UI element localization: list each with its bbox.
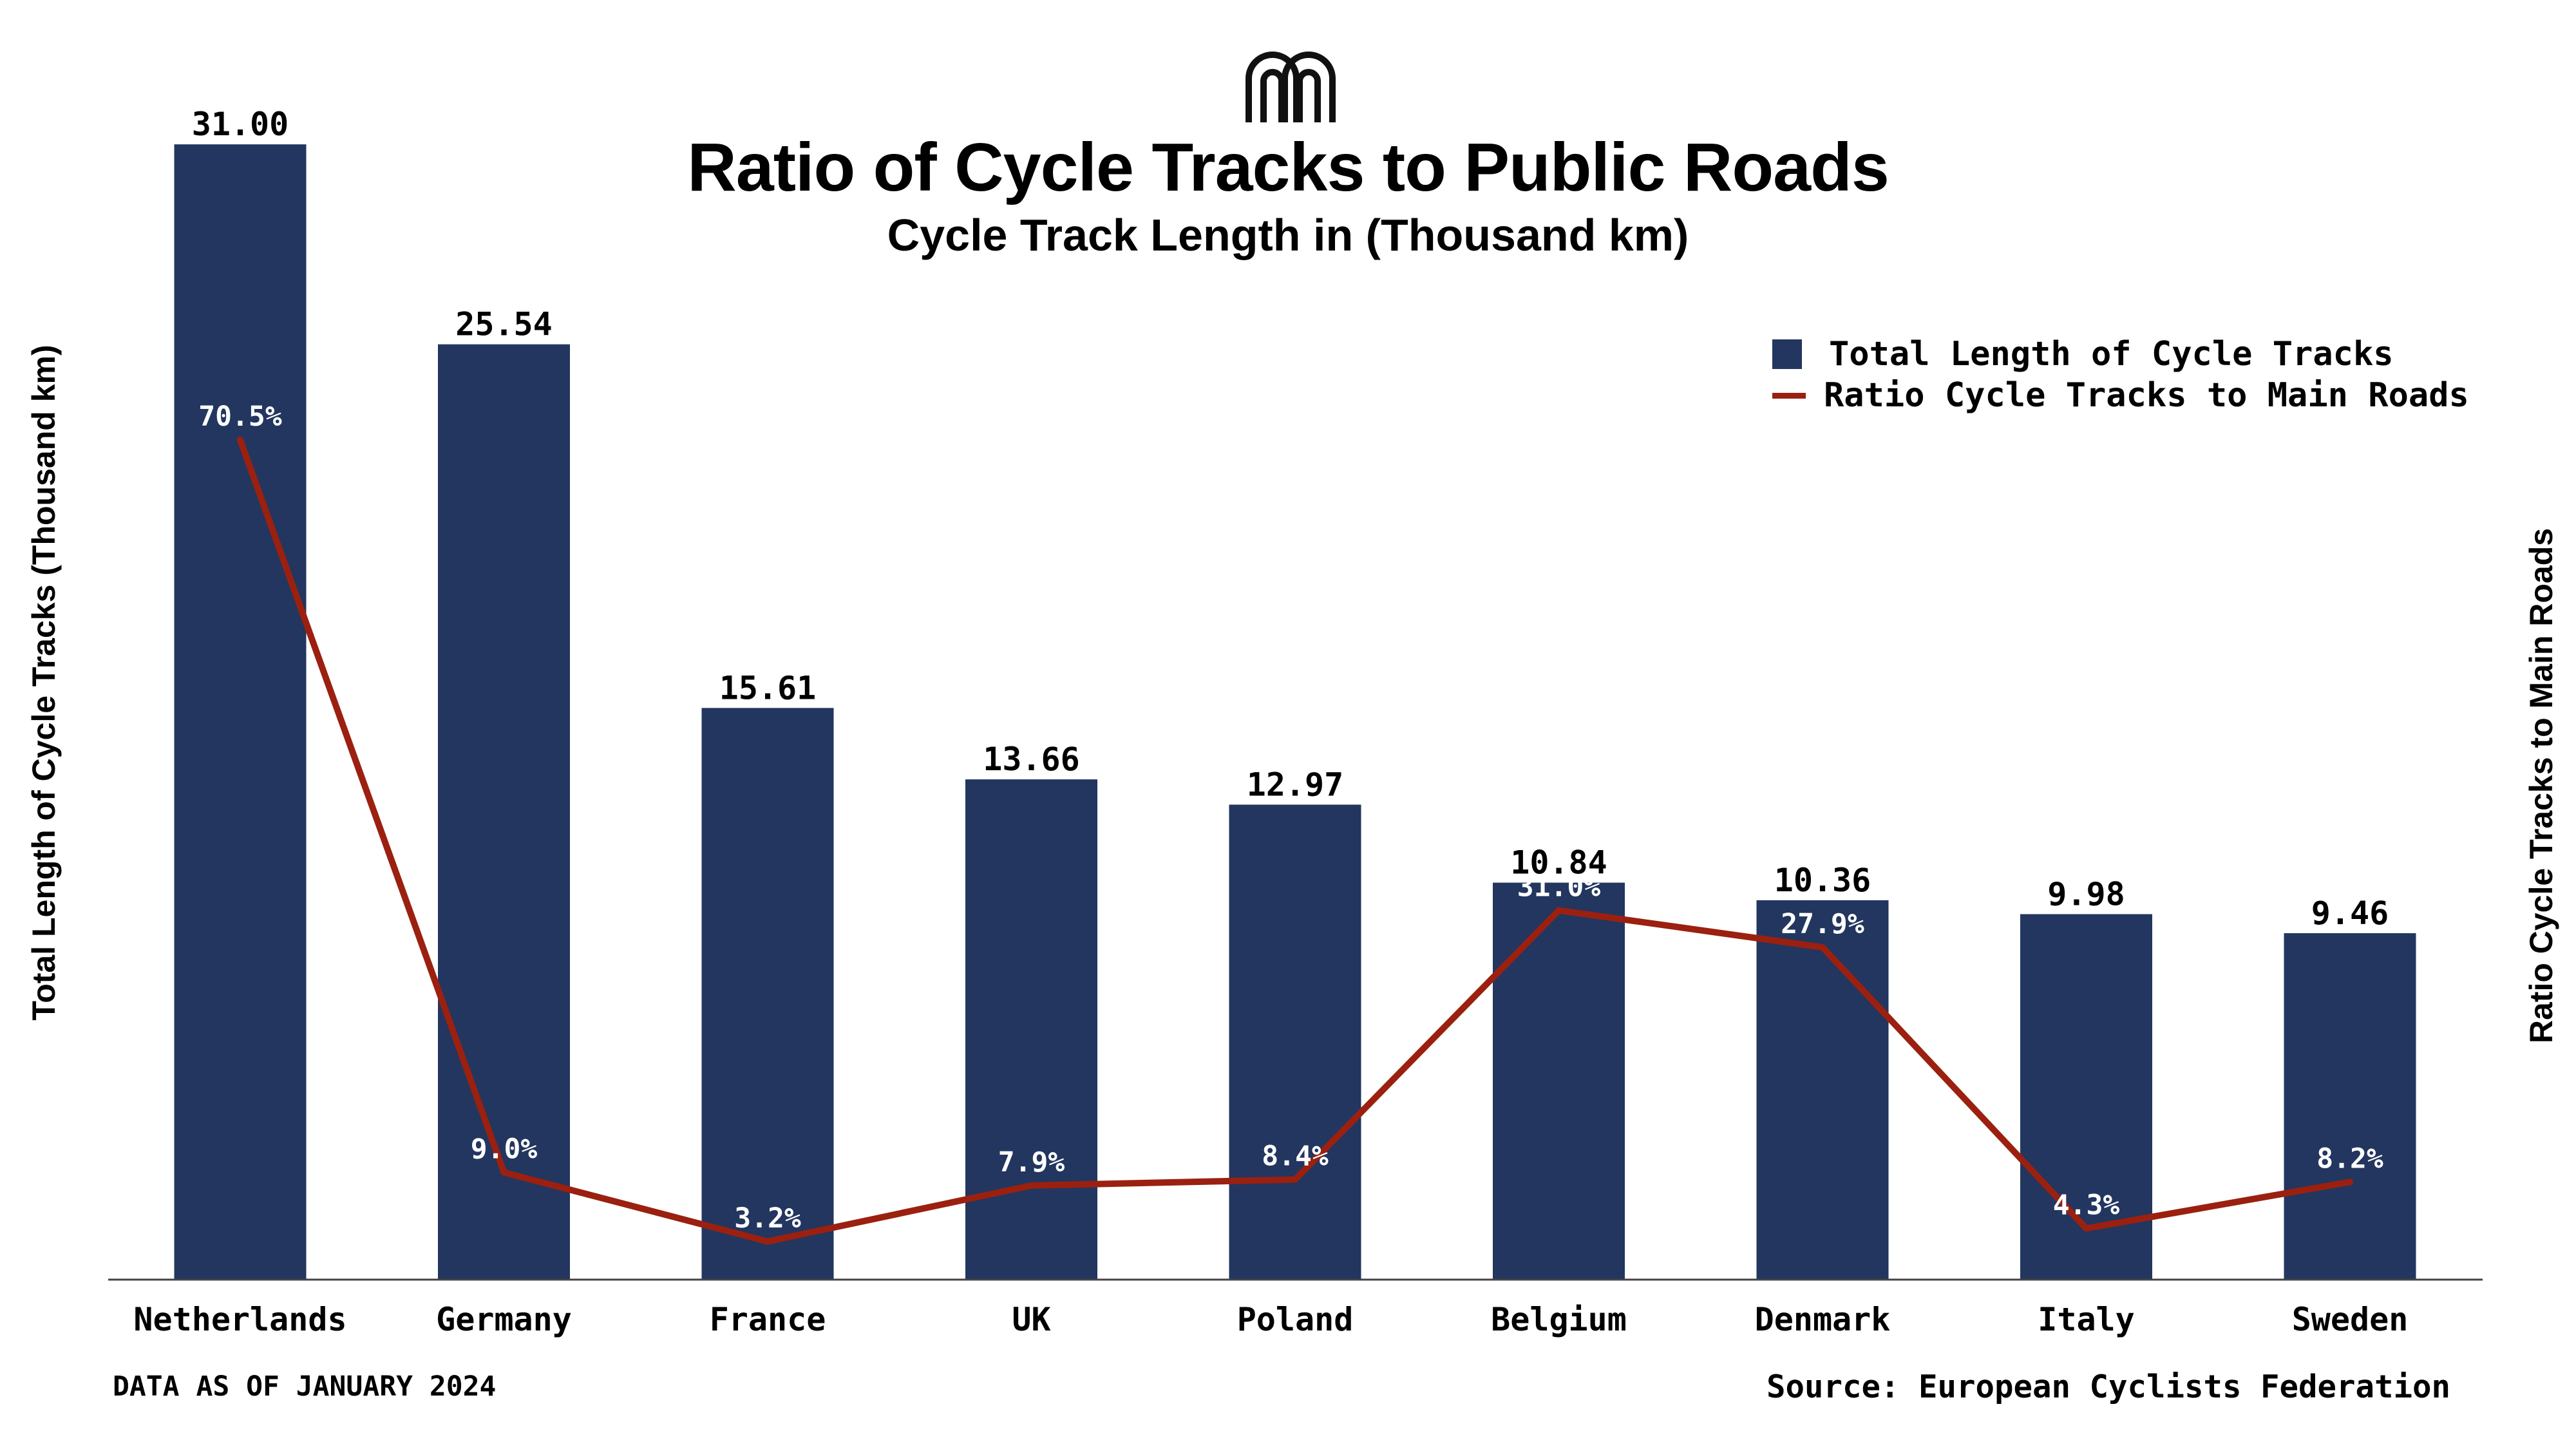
bar-netherlands [174, 144, 307, 1280]
bar-uk [965, 779, 1097, 1280]
x-tick-label: Germany [436, 1301, 572, 1338]
ratio-value-label: 8.4% [1262, 1141, 1329, 1173]
bar-value-label: 31.00 [192, 106, 289, 143]
bar-value-label: 25.54 [455, 306, 553, 343]
x-tick-label: Netherlands [133, 1301, 346, 1338]
x-tick-label: UK [1012, 1301, 1050, 1338]
brand-logo-icon [1245, 52, 1336, 122]
ratio-point [1028, 1182, 1035, 1189]
legend-swatch-line [1772, 392, 1806, 399]
legend-swatch-bars [1772, 339, 1802, 369]
chart-subtitle: Cycle Track Length in (Thousand km) [887, 210, 1689, 260]
bar-value-label: 15.61 [719, 669, 817, 706]
bar-poland [1229, 804, 1361, 1280]
x-tick-label: Italy [2038, 1301, 2135, 1338]
ratio-point [237, 437, 243, 444]
ratio-point [764, 1238, 771, 1245]
ratio-point [500, 1169, 507, 1176]
bar-belgium [1493, 882, 1625, 1280]
ratio-value-label: 70.5% [198, 401, 282, 433]
bar-germany [438, 344, 570, 1280]
bar-value-label: 12.97 [1247, 766, 1344, 803]
bar-value-label: 9.98 [2047, 875, 2125, 913]
ratio-point [2083, 1225, 2090, 1232]
ratio-point [2347, 1179, 2353, 1186]
ratio-value-label: 7.9% [998, 1146, 1065, 1179]
source-note: Source: European Cyclists Federation [1766, 1368, 2450, 1405]
x-tick-label: Sweden [2292, 1301, 2409, 1338]
bar-sweden [2284, 933, 2416, 1280]
data-date-note: DATA AS OF JANUARY 2024 [113, 1370, 497, 1403]
bar-value-label: 13.66 [983, 741, 1080, 778]
ratio-point [1292, 1176, 1298, 1183]
legend-label-bars: Total Length of Cycle Tracks [1829, 335, 2394, 374]
bar-france [701, 708, 834, 1280]
x-tick-label: France [710, 1301, 826, 1338]
ratio-value-label: 31.0% [1517, 871, 1601, 904]
ratio-value-label: 27.9% [1781, 908, 1864, 940]
bar-value-label: 10.36 [1774, 862, 1871, 899]
chart-title: Ratio of Cycle Tracks to Public Roads [687, 129, 1889, 205]
legend-label-line: Ratio Cycle Tracks to Main Roads [1824, 376, 2469, 415]
legend-item-bars: Total Length of Cycle Tracks [1772, 334, 2469, 375]
ratio-value-label: 8.2% [2316, 1142, 2383, 1175]
ratio-value-label: 3.2% [734, 1202, 801, 1235]
chart-legend: Total Length of Cycle Tracks Ratio Cycle… [1772, 334, 2469, 416]
bar-value-label: 10.84 [1510, 844, 1607, 882]
x-tick-label: Belgium [1491, 1301, 1627, 1338]
bar-value-label: 9.46 [2311, 895, 2389, 932]
legend-item-line: Ratio Cycle Tracks to Main Roads [1772, 375, 2469, 416]
bar-denmark [1756, 900, 1889, 1280]
ratio-point [1555, 907, 1562, 914]
ratio-point [1819, 943, 1826, 951]
ratio-value-label: 9.0% [471, 1133, 538, 1166]
x-tick-label: Denmark [1755, 1301, 1891, 1338]
ratio-value-label: 4.3% [2053, 1189, 2120, 1221]
x-tick-label: Poland [1237, 1301, 1354, 1338]
